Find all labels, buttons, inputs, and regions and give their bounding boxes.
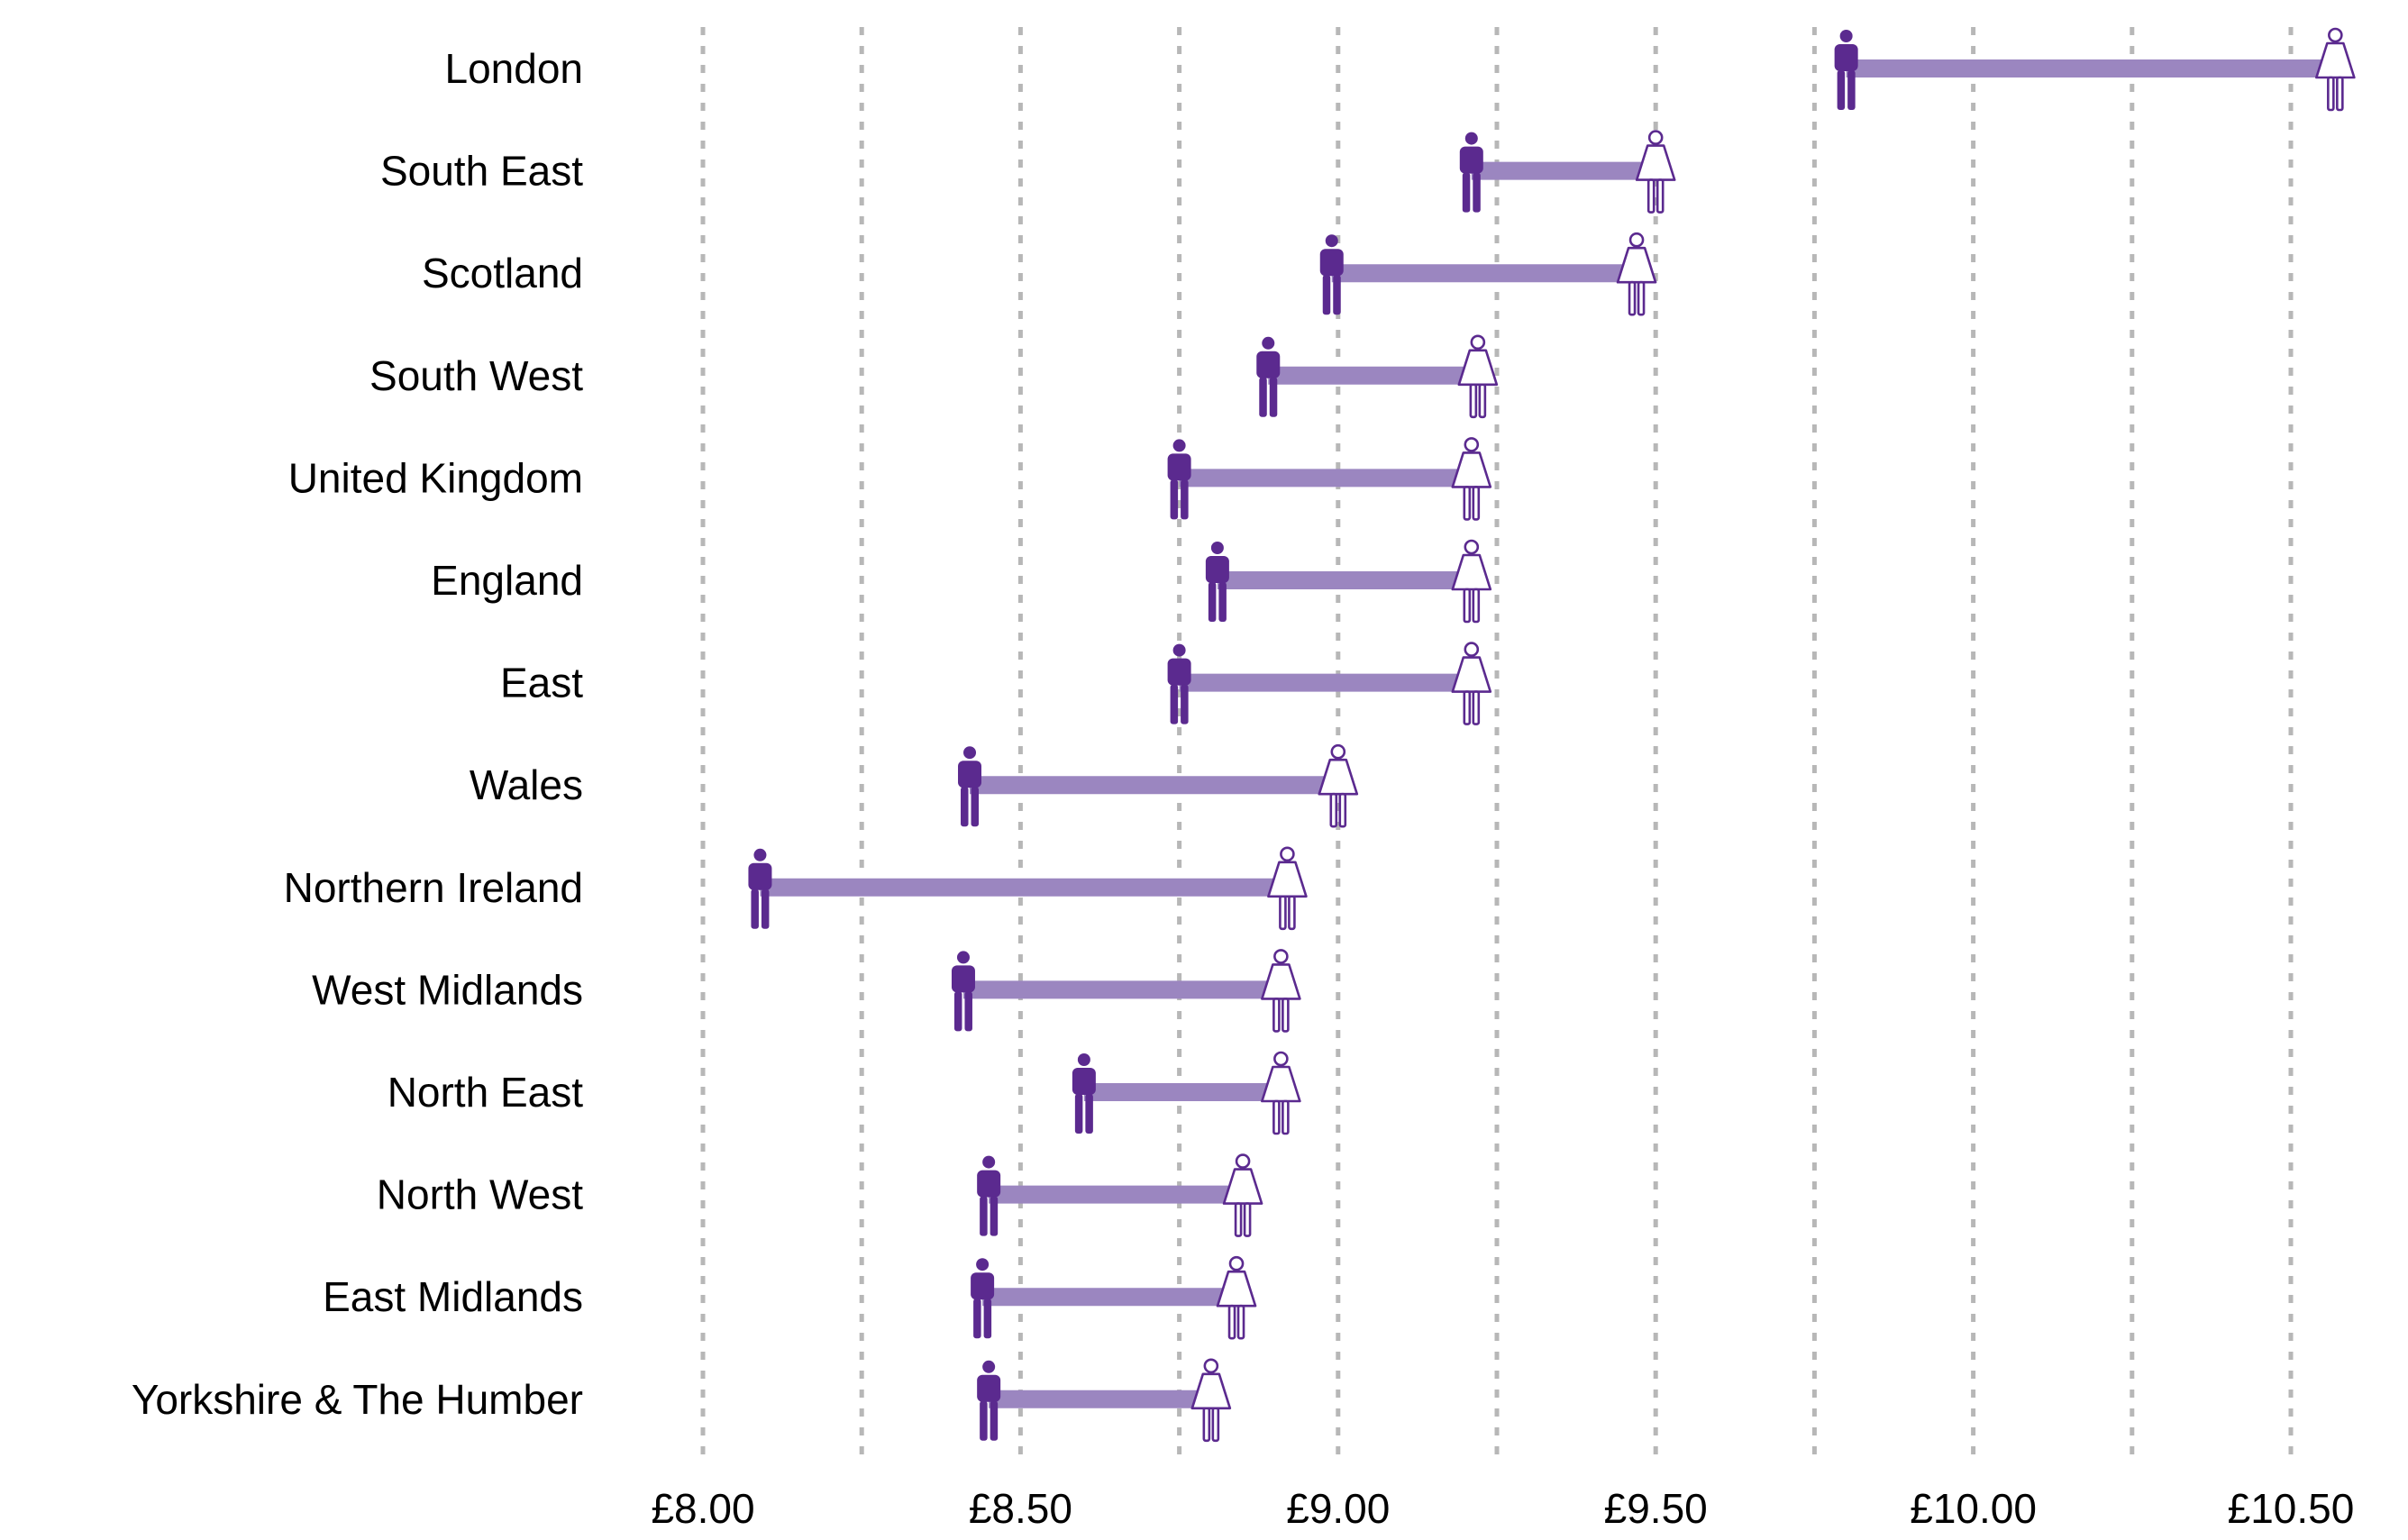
region-label: Scotland	[422, 250, 583, 296]
man-icon	[971, 1258, 995, 1339]
region-label: United Kingdom	[288, 454, 583, 501]
woman-icon	[1451, 437, 1492, 521]
region-label: North East	[388, 1069, 584, 1116]
region-label: London	[445, 45, 584, 92]
x-axis-tick-labels: £8.00 £8.50 £9.00 £9.50 £10.00 £10.50	[651, 1485, 2354, 1532]
woman-icon	[1267, 846, 1308, 931]
woman-icon	[1222, 1153, 1263, 1237]
man-icon	[748, 848, 772, 929]
woman-icon	[2315, 27, 2356, 112]
region-label: Wales	[470, 761, 583, 808]
region-label: North West	[377, 1171, 583, 1218]
x-tick-label: £10.50	[2228, 1485, 2355, 1532]
woman-icon	[1261, 949, 1301, 1033]
man-icon	[1256, 336, 1281, 417]
region-label: Yorkshire & The Humber	[132, 1376, 583, 1423]
man-icon	[958, 746, 982, 827]
gridlines	[700, 27, 2294, 1465]
woman-icon	[1451, 539, 1492, 624]
man-icon	[1167, 643, 1191, 724]
region-label: South East	[380, 148, 583, 195]
woman-icon	[1457, 334, 1499, 419]
man-icon	[977, 1360, 1001, 1441]
woman-icon	[1216, 1255, 1257, 1340]
region-label: East Midlands	[323, 1273, 583, 1320]
woman-icon	[1261, 1051, 1301, 1135]
region-label: West Midlands	[312, 966, 583, 1013]
region-label: South West	[369, 352, 583, 399]
x-tick-label: £8.50	[969, 1485, 1072, 1532]
man-icon	[1205, 542, 1229, 622]
man-icon	[1834, 30, 1858, 110]
woman-icon	[1451, 642, 1492, 725]
woman-icon	[1616, 232, 1657, 316]
man-icon	[1072, 1053, 1096, 1134]
man-icon	[951, 951, 975, 1032]
x-tick-label: £9.50	[1604, 1485, 1708, 1532]
man-icon	[977, 1155, 1001, 1236]
woman-icon	[1318, 743, 1359, 828]
man-icon	[1167, 439, 1191, 520]
x-tick-label: £8.00	[651, 1485, 754, 1532]
man-icon	[1459, 132, 1483, 213]
x-tick-label: £9.00	[1286, 1485, 1390, 1532]
region-labels: London South East Scotland South West United…	[132, 45, 583, 1423]
region-label: East	[500, 660, 583, 706]
region-label: England	[431, 557, 583, 604]
woman-icon	[1635, 130, 1676, 214]
gap-bars	[760, 59, 2336, 1408]
x-tick-label: £10.00	[1910, 1485, 2037, 1532]
region-label: Northern Ireland	[284, 864, 583, 911]
woman-icon	[1190, 1358, 1232, 1443]
man-icon	[1319, 234, 1344, 315]
person-icons	[748, 27, 2356, 1443]
